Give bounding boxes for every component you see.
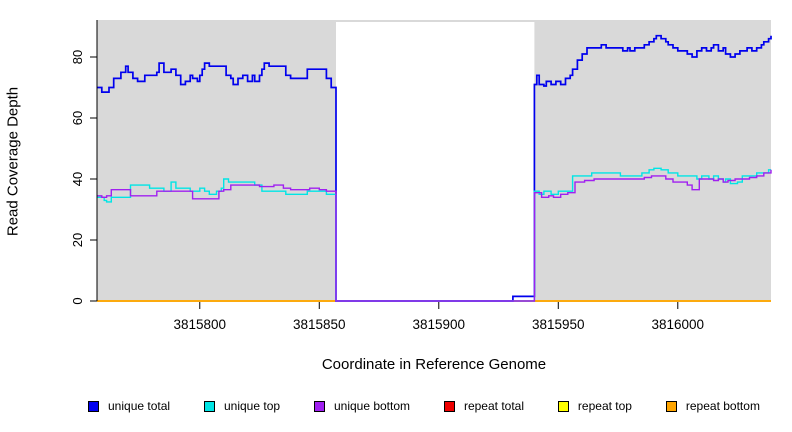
x-axis-title: Coordinate in Reference Genome xyxy=(321,356,547,373)
legend-swatch-icon xyxy=(557,400,569,412)
legend-label: unique top xyxy=(223,399,281,413)
legend-label: unique bottom xyxy=(333,399,411,413)
legend-swatch-icon xyxy=(88,400,99,412)
series-line-unique-total xyxy=(97,34,772,302)
coverage-plot-canvas: 0 20 40 60 80 3815800 3815850 3815900 3815950 381… xyxy=(70,20,772,332)
legend-item-unique-bottom: unique bottom xyxy=(313,399,411,413)
legend-item-unique-total: unique total xyxy=(88,399,170,413)
legend-label: repeat total xyxy=(463,399,524,413)
x-tick-label: 3815900 xyxy=(412,317,465,332)
y-axis-title: Read Coverage Depth xyxy=(4,86,22,237)
x-tick-label: 3815800 xyxy=(173,317,226,332)
y-tick-label: 80 xyxy=(70,50,85,64)
legend-item-unique-top: unique top xyxy=(203,399,281,413)
series-line-unique-bottom xyxy=(97,169,772,302)
legend-label: repeat top xyxy=(577,399,632,413)
legend-label: repeat bottom xyxy=(685,399,760,413)
x-tick-label: 3815850 xyxy=(293,317,346,332)
legend-swatch-icon xyxy=(203,400,215,412)
y-tick-label: 0 xyxy=(70,297,85,304)
legend-label: unique total xyxy=(108,399,171,413)
y-tick-label: 40 xyxy=(70,172,85,186)
y-tick-label: 60 xyxy=(70,111,85,125)
chart-legend: unique total unique top unique bottom repea… xyxy=(88,399,760,413)
legend-swatch-icon xyxy=(443,400,455,412)
legend-item-repeat-top: repeat top xyxy=(557,399,632,413)
legend-swatch-icon xyxy=(313,400,325,412)
x-tick-label: 3816000 xyxy=(652,317,705,332)
legend-item-repeat-bottom: repeat bottom xyxy=(665,399,760,413)
no-coverage-region xyxy=(336,22,535,302)
series-line-unique-top xyxy=(97,167,771,302)
y-tick-label: 20 xyxy=(70,233,85,247)
legend-swatch-icon xyxy=(665,400,677,412)
legend-item-repeat-total: repeat total xyxy=(443,399,524,413)
x-tick-label: 3815950 xyxy=(532,317,585,332)
